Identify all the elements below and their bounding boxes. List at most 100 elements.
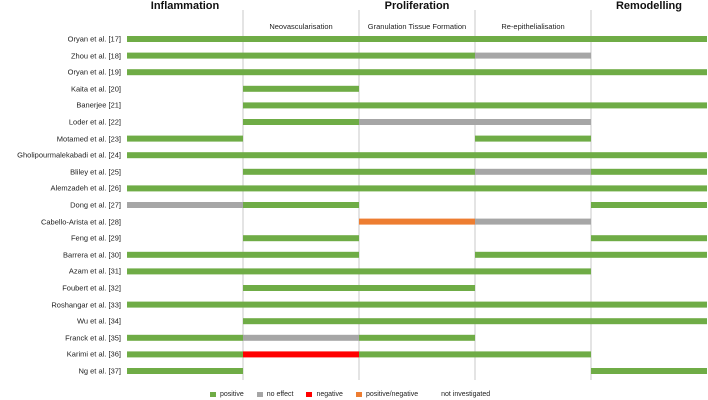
row-label: Karimi et al. [36] — [66, 349, 121, 359]
legend-swatch — [431, 391, 438, 397]
row-label: Motamed et al. [23] — [56, 134, 121, 144]
subphase-title-reepithelialisation: Re-epithelialisation — [501, 22, 565, 31]
bar-segment — [243, 168, 359, 175]
phase-title-remodelling: Remodelling — [615, 0, 683, 12]
row-label: Oryan et al. [17] — [67, 34, 121, 44]
bar-segment — [127, 36, 243, 42]
subphase-title-neovascularisation: Neovascularisation — [269, 22, 333, 31]
bar-segment — [359, 185, 475, 192]
phase-title-proliferation: Proliferation — [384, 0, 450, 12]
legend: positive no effect negative positive/negati… — [210, 389, 503, 399]
bar-segment — [243, 152, 359, 159]
bar-segment — [127, 351, 243, 358]
bar-segment — [359, 69, 475, 76]
bar-segment — [127, 301, 243, 308]
row-label: Zhou et al. [18] — [70, 51, 121, 61]
bar-segment — [359, 102, 475, 109]
legend-item: no effect — [256, 390, 294, 398]
legend-label: negative — [316, 390, 343, 398]
bar-segment — [243, 351, 359, 358]
bar-segment — [359, 218, 475, 225]
row-label: Loder et al. [22] — [68, 117, 121, 127]
row-label: Wu et al. [34] — [76, 316, 121, 326]
legend-label: positive — [220, 390, 244, 398]
bar-segment — [243, 85, 359, 92]
bar-segment — [359, 285, 475, 291]
bar-segment — [243, 235, 359, 242]
bar-segment — [591, 301, 707, 308]
bar-segment — [127, 152, 243, 159]
bar-segment — [359, 334, 475, 341]
bar-segment — [475, 168, 591, 175]
bar-segment — [475, 135, 591, 142]
bar-segment — [475, 251, 591, 258]
bar-segment — [243, 318, 359, 325]
bar-segment — [243, 285, 359, 291]
bar-segment — [591, 102, 707, 109]
row-label: Banerjee [21] — [76, 100, 121, 110]
row-label: Dong et al. [27] — [70, 200, 121, 210]
row-label: Franck et al. [35] — [65, 333, 121, 343]
bar-segment — [591, 185, 707, 192]
bar-segment — [243, 36, 359, 42]
bar-segment — [475, 301, 591, 308]
bar-segment — [359, 268, 475, 275]
row-label: Ng et al. [37] — [78, 366, 121, 376]
legend-item: not investigated — [431, 391, 490, 398]
bar-segment — [475, 119, 591, 125]
bar-segment — [127, 268, 243, 275]
bar-segment — [475, 185, 591, 192]
bar-segment — [127, 185, 243, 192]
bar-segment — [475, 152, 591, 159]
bar-segment — [591, 235, 707, 242]
bar-segment — [475, 318, 591, 325]
bar-segment — [591, 36, 707, 42]
bar-segment — [359, 52, 475, 59]
row-label: Alemzadeh et al. [26] — [50, 183, 121, 193]
bar-segment — [127, 69, 243, 76]
bar-segment — [359, 119, 475, 125]
row-label: Feng et al. [29] — [70, 233, 121, 243]
legend-label: positive/negative — [365, 390, 419, 398]
bar-segment — [127, 135, 243, 142]
bar-segment — [243, 301, 359, 308]
bar-segment — [591, 251, 707, 258]
bar-segment — [475, 102, 591, 109]
phase-title-inflammation: Inflammation — [150, 0, 220, 12]
row-label: Roshangar et al. [33] — [51, 300, 121, 310]
bar-segment — [127, 334, 243, 341]
legend-item: negative — [306, 390, 343, 398]
bar-segment — [127, 251, 243, 258]
bar-segment — [243, 102, 359, 109]
bar-segment — [475, 69, 591, 76]
legend-label: no effect — [266, 390, 294, 398]
row-label: Azam et al. [31] — [68, 266, 121, 276]
row-label: Gholipourmalekabadi et al. [24] — [17, 150, 121, 160]
legend-swatch — [256, 391, 263, 397]
bar-segment — [359, 152, 475, 159]
bar-segment — [243, 69, 359, 76]
row-label: Oryan et al. [19] — [67, 67, 121, 77]
bar-segment — [243, 251, 359, 258]
bar-segment — [243, 202, 359, 208]
bar-segment — [359, 168, 475, 175]
legend-swatch — [355, 391, 362, 397]
bar-segment — [591, 368, 707, 374]
row-label: Barrera et al. [30] — [63, 250, 121, 260]
bar-segment — [591, 69, 707, 76]
bar-segment — [475, 351, 591, 358]
bar-segment — [475, 268, 591, 275]
bar-segment — [591, 318, 707, 325]
bar-segment — [127, 368, 243, 374]
row-label: Cabello-Arista et al. [28] — [40, 217, 121, 227]
bar-segment — [243, 52, 359, 59]
bar-segment — [359, 301, 475, 308]
legend-swatch — [210, 391, 216, 397]
bar-segment — [359, 318, 475, 325]
legend-item: positive/negative — [355, 390, 419, 398]
bar-segment — [475, 218, 591, 225]
bar-segment — [359, 36, 475, 42]
bar-segment — [359, 351, 475, 358]
